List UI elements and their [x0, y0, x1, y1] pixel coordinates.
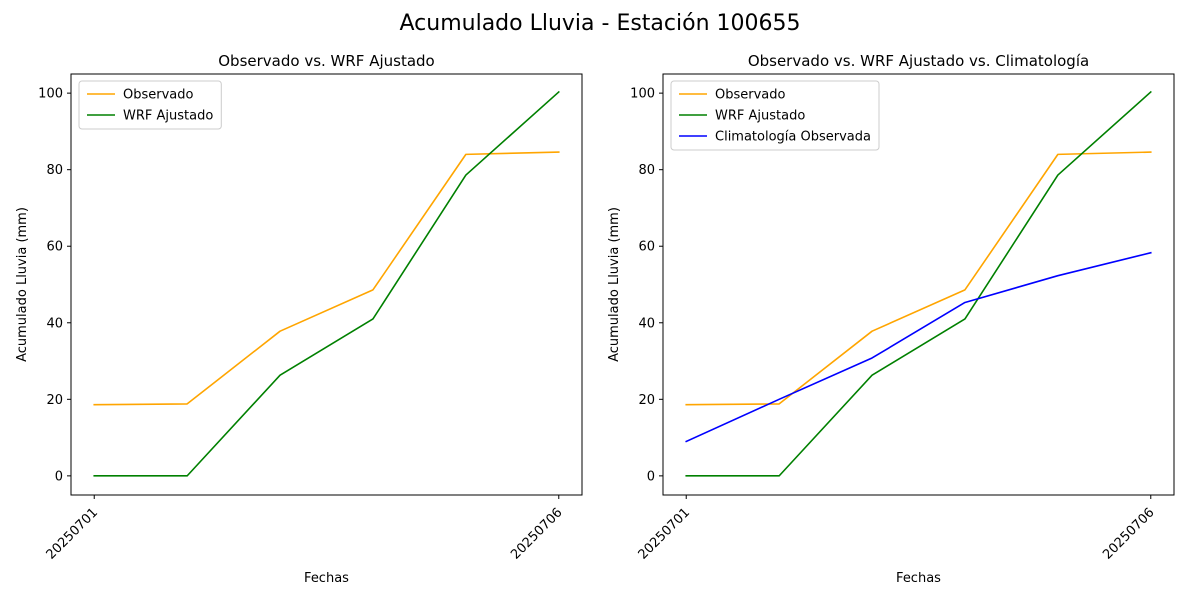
left-chart-y-tick-label: 40 — [46, 316, 63, 331]
right-chart-y-tick-label: 80 — [638, 163, 655, 178]
left-chart-axes-frame — [70, 73, 583, 496]
right-chart-y-axis-label: Acumulado Lluvia (mm) — [607, 207, 622, 362]
left-chart-legend-label-observado: Observado — [123, 88, 194, 103]
right-chart-x-tick-label: 20250706 — [1100, 505, 1157, 562]
figure-title: Acumulado Lluvia - Estación 100655 — [400, 11, 801, 36]
left-chart-series-wrf-ajustado-line — [93, 90, 560, 477]
right-chart-legend — [670, 80, 880, 151]
left-chart-x-axis-label: Fechas — [304, 571, 349, 586]
left-chart-y-tick-label: 80 — [46, 163, 63, 178]
right-chart-series-wrf-ajustado-line — [685, 90, 1152, 477]
right-chart-panel: Observado vs. WRF Ajustado vs. Climatolo… — [607, 52, 1175, 586]
left-chart-y-tick-label: 100 — [38, 87, 63, 102]
right-chart-title: Observado vs. WRF Ajustado vs. Climatolo… — [748, 52, 1089, 70]
left-chart-legend-label-wrf-ajustado: WRF Ajustado — [123, 109, 213, 124]
left-chart-x-tick-label: 20250706 — [508, 505, 565, 562]
left-chart-y-tick-label: 0 — [55, 469, 63, 484]
right-chart-legend-label-wrf-ajustado: WRF Ajustado — [715, 109, 805, 124]
left-chart-title: Observado vs. WRF Ajustado — [218, 52, 434, 70]
right-chart-x-tick-label: 20250701 — [636, 505, 693, 562]
right-chart-y-tick-label: 40 — [638, 316, 655, 331]
left-chart-panel: Observado vs. WRF Ajustado Fechas Acumul… — [15, 52, 583, 586]
left-chart-series-observado-line — [93, 151, 560, 406]
left-chart-y-tick-label: 20 — [46, 393, 63, 408]
left-chart-x-tick-label: 20250701 — [44, 505, 101, 562]
right-chart-legend-label-observado: Observado — [715, 88, 786, 103]
left-chart-legend — [78, 80, 222, 130]
right-chart-y-tick-label: 0 — [647, 469, 655, 484]
right-chart-series-observado-line — [685, 151, 1152, 406]
right-chart-y-tick-label: 20 — [638, 393, 655, 408]
right-chart-y-tick-label: 60 — [638, 240, 655, 255]
left-chart-y-tick-label: 60 — [46, 240, 63, 255]
right-chart-y-tick-label: 100 — [630, 87, 655, 102]
right-chart-series-climatologia-observada-line — [685, 251, 1152, 443]
right-chart-axes-frame — [662, 73, 1175, 496]
right-chart-x-axis-label: Fechas — [896, 571, 941, 586]
right-chart-legend-label-climatologia-observada: Climatología Observada — [715, 130, 871, 145]
left-chart-y-axis-label: Acumulado Lluvia (mm) — [15, 207, 30, 362]
